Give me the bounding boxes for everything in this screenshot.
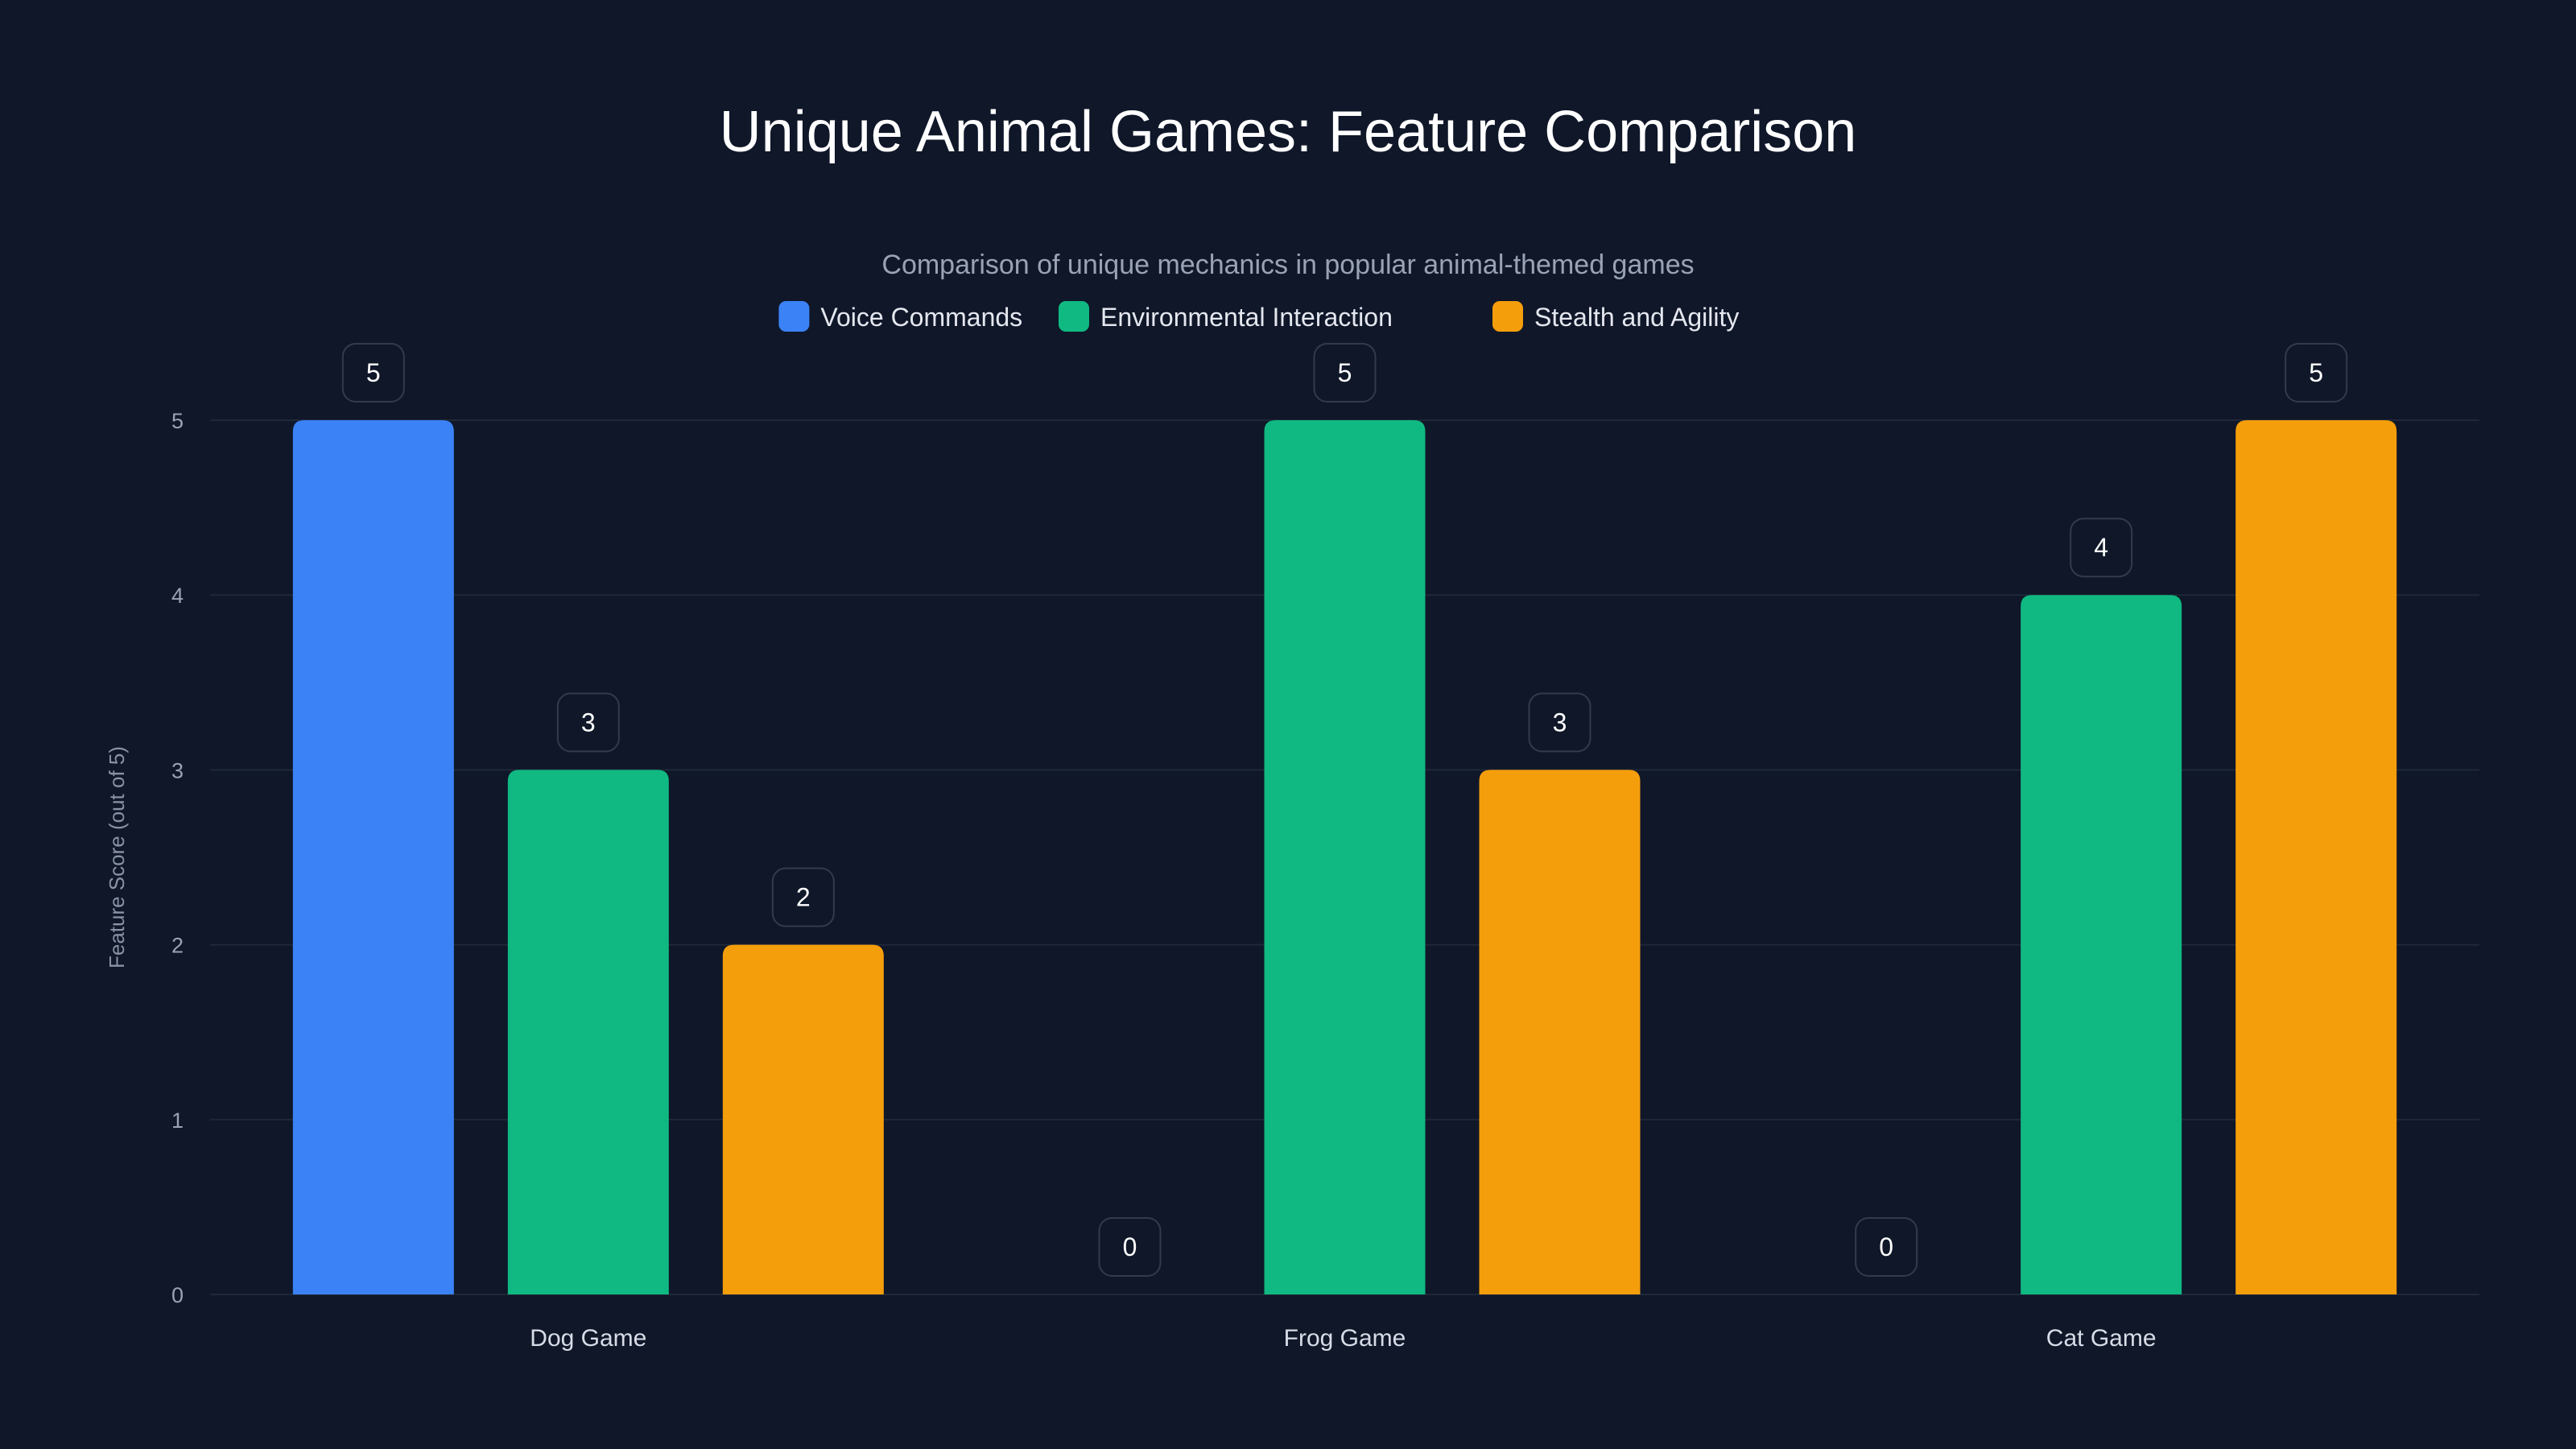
data-label: 0 xyxy=(1123,1232,1137,1261)
bar xyxy=(1264,420,1426,1294)
legend-swatch xyxy=(1059,301,1089,332)
data-label-box xyxy=(771,867,835,927)
data-label: 5 xyxy=(1338,358,1352,387)
legend-label: Stealth and Agility xyxy=(1534,303,1739,332)
data-label: 4 xyxy=(2094,533,2108,562)
chart-subtitle: Comparison of unique mechanics in popula… xyxy=(881,250,1694,280)
x-axis-categories: Dog Game Frog Game Cat Game xyxy=(530,1325,2156,1352)
data-label-box xyxy=(1855,1217,1918,1277)
data-label: 5 xyxy=(366,358,381,387)
y-tick-label: 0 xyxy=(171,1283,184,1307)
y-tick-label: 4 xyxy=(171,584,184,608)
data-label: 2 xyxy=(796,883,811,912)
y-tick-label: 3 xyxy=(171,758,184,782)
data-label: 3 xyxy=(1553,708,1567,737)
x-category-label: Dog Game xyxy=(530,1325,646,1352)
data-label-box xyxy=(2070,518,2133,578)
data-label-box xyxy=(1528,692,1591,753)
data-label-box xyxy=(2285,343,2348,402)
legend-swatch xyxy=(1492,301,1523,332)
data-label: 5 xyxy=(2309,358,2323,387)
bar xyxy=(292,420,454,1294)
x-category-label: Frog Game xyxy=(1284,1325,1406,1352)
bar xyxy=(2021,595,2182,1294)
bar xyxy=(2235,420,2397,1294)
bars: 5 3 2 0 5 3 0 4 5 xyxy=(292,343,2397,1294)
y-tick-label: 1 xyxy=(171,1108,184,1133)
legend-swatch xyxy=(778,301,810,332)
chart-title: Unique Animal Games: Feature Comparison xyxy=(720,100,1857,164)
legend: Voice Commands Environmental Interaction S… xyxy=(778,301,1739,332)
y-tick-label: 5 xyxy=(171,409,184,433)
data-label-box xyxy=(1098,1217,1162,1277)
data-label: 0 xyxy=(1879,1232,1893,1261)
bar xyxy=(1479,770,1641,1294)
legend-label: Environmental Interaction xyxy=(1100,303,1393,332)
data-label: 3 xyxy=(581,708,596,737)
data-label-box xyxy=(556,692,620,753)
y-tick-label: 2 xyxy=(171,934,184,958)
data-label-box xyxy=(341,343,405,402)
x-category-label: Cat Game xyxy=(2046,1325,2157,1352)
bar xyxy=(507,770,669,1294)
y-axis-ticks: 0 1 2 3 4 5 xyxy=(171,409,184,1307)
legend-label: Voice Commands xyxy=(820,303,1022,332)
y-axis-title: Feature Score (out of 5) xyxy=(105,746,129,968)
bar xyxy=(722,944,884,1294)
data-label-box xyxy=(1313,343,1377,402)
